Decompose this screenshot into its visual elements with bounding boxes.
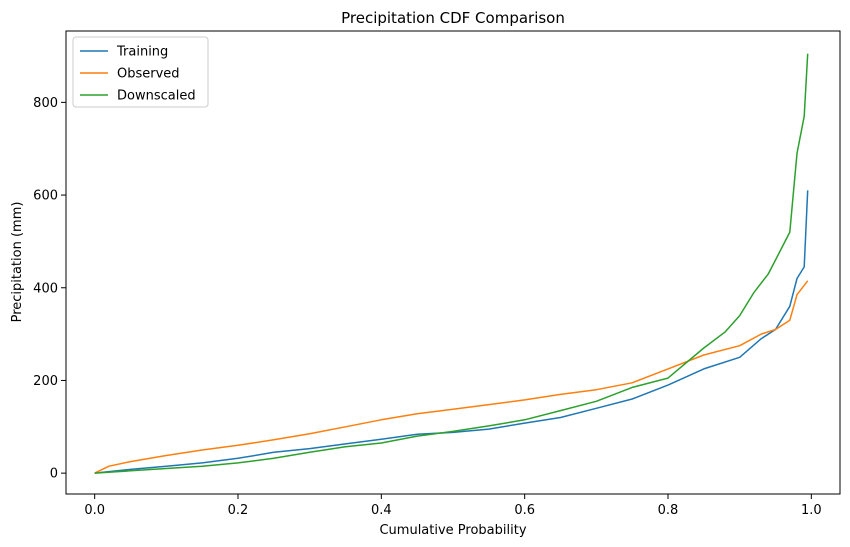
y-tick-label: 600 (33, 189, 58, 204)
y-tick-label: 400 (33, 281, 58, 296)
x-axis-ticks: 0.0 0.2 0.4 0.6 0.8 1.0 (84, 494, 822, 518)
x-tick-label: 0.8 (658, 503, 679, 518)
x-tick-label: 0.2 (228, 503, 249, 518)
legend-label-downscaled: Downscaled (117, 89, 196, 104)
series-lines (94, 53, 809, 474)
x-axis-title: Cumulative Probability (379, 523, 526, 538)
plot-frame (65, 30, 841, 495)
x-tick-label: 0.0 (84, 503, 105, 518)
y-axis-ticks: 0 200 400 600 800 (33, 96, 66, 482)
y-axis-title: Precipitation (mm) (10, 202, 25, 323)
chart-title: Precipitation CDF Comparison (341, 9, 565, 27)
legend-label-observed: Observed (117, 67, 180, 82)
x-tick-label: 1.0 (801, 503, 822, 518)
series-line-downscaled (94, 53, 809, 474)
plot-area (66, 31, 840, 494)
y-tick-label: 200 (33, 374, 58, 389)
legend-box (72, 36, 209, 108)
x-tick-label: 0.6 (514, 503, 535, 518)
y-tick-label: 0 (50, 467, 58, 482)
y-tick-label: 800 (33, 96, 58, 111)
legend-label-training: Training (116, 45, 168, 60)
series-line-observed (94, 280, 809, 474)
x-tick-label: 0.4 (371, 503, 392, 518)
legend: Training Observed Downscaled (72, 36, 209, 108)
